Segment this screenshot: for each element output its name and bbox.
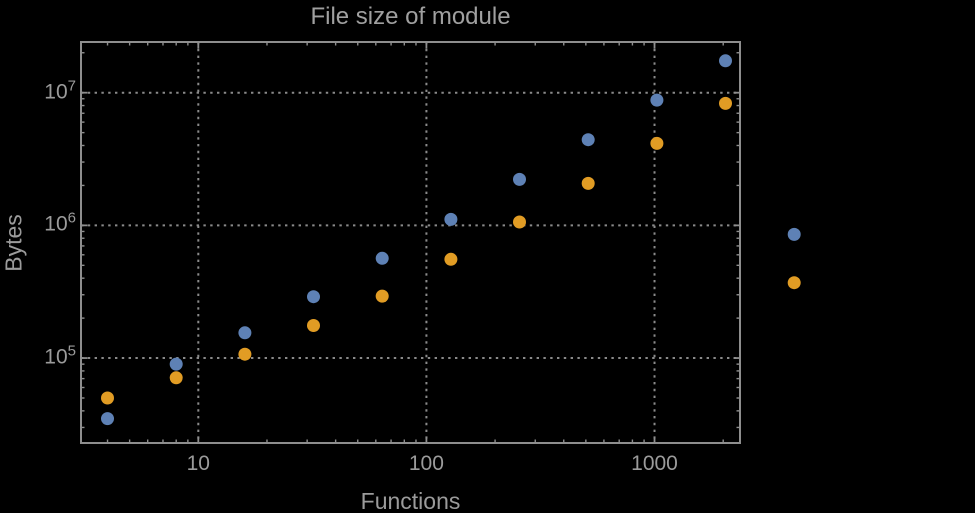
data-point-series-2 (307, 319, 320, 332)
data-point-series-2 (787, 276, 801, 290)
data-point-series-2 (513, 215, 526, 229)
data-point-series-2 (444, 252, 458, 266)
data-point-series-2 (375, 289, 389, 303)
y-tick-label: 105 (44, 342, 76, 369)
data-point-series-1 (719, 54, 732, 68)
data-point-series-2 (650, 136, 664, 150)
data-point-series-2 (101, 391, 114, 405)
data-point-series-1 (101, 412, 114, 426)
data-point-series-2 (719, 96, 732, 110)
data-point-series-2 (169, 371, 183, 385)
data-point-series-1 (375, 251, 389, 265)
x-axis-label: Functions (360, 488, 461, 513)
y-tick-label: 107 (44, 77, 76, 104)
data-point-series-1 (169, 357, 183, 371)
y-axis-label: Bytes (0, 214, 27, 272)
data-point-series-2 (238, 347, 252, 361)
plot-frame (80, 41, 741, 444)
x-tick-label: 1000 (631, 452, 678, 475)
x-tick-label: 10 (186, 452, 210, 475)
data-point-series-1 (581, 133, 595, 147)
data-point-series-1 (513, 172, 526, 186)
data-point-series-1 (238, 326, 252, 340)
chart-title: File size of module (310, 3, 511, 30)
data-point-series-2 (581, 176, 595, 190)
data-point-series-1 (307, 290, 320, 304)
data-point-series-1 (650, 93, 664, 107)
data-point-series-1 (444, 212, 458, 226)
y-tick-label: 106 (44, 209, 76, 236)
x-tick-label: 100 (408, 452, 444, 475)
data-point-series-1 (787, 227, 801, 241)
